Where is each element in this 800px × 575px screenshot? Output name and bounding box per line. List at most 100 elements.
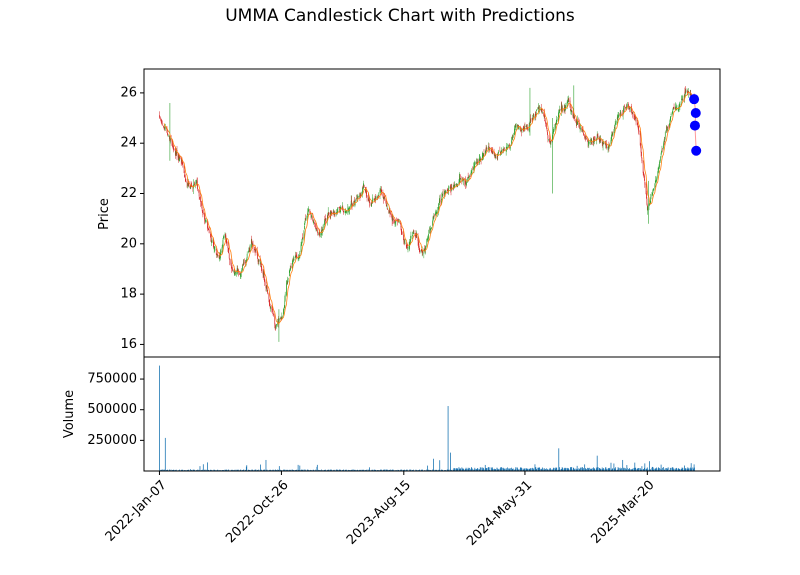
- candle-body: [617, 115, 619, 119]
- candle-body: [545, 121, 546, 124]
- volume-bar: [487, 467, 489, 471]
- candle-body: [380, 189, 381, 191]
- volume-bar: [192, 469, 194, 471]
- volume-bar: [193, 469, 195, 471]
- volume-bar: [192, 469, 194, 471]
- volume-bar: [365, 469, 367, 471]
- candle-body: [623, 108, 624, 114]
- volume-bar: [175, 469, 177, 471]
- candle-body: [352, 204, 353, 206]
- candle-body: [568, 98, 569, 102]
- volume-bar: [290, 469, 292, 471]
- volume-bar: [427, 465, 429, 471]
- volume-bar: [523, 468, 525, 471]
- candle-body: [300, 244, 302, 253]
- candle-body: [356, 198, 358, 199]
- candle-body: [450, 185, 451, 188]
- volume-bar: [441, 469, 443, 471]
- candle-body: [425, 246, 426, 250]
- candle-body: [606, 144, 607, 147]
- candle-body: [661, 149, 663, 150]
- volume-bar: [217, 469, 219, 471]
- candle-body: [253, 247, 255, 249]
- candle-body: [185, 181, 187, 182]
- candle-body: [412, 231, 414, 235]
- volume-bar: [530, 468, 532, 471]
- volume-bar: [237, 469, 238, 471]
- candle-body: [666, 126, 668, 129]
- volume-bar: [598, 468, 600, 471]
- candle-body: [498, 151, 499, 154]
- volume-bar: [375, 469, 376, 471]
- candle-body: [629, 106, 631, 110]
- volume-bar: [553, 468, 555, 471]
- candle-body: [383, 197, 385, 199]
- volume-bar: [526, 468, 528, 471]
- volume-bar: [354, 469, 356, 471]
- candle-body: [225, 240, 227, 241]
- volume-bar: [427, 469, 429, 471]
- candle-body: [198, 190, 200, 192]
- candle-body: [588, 142, 589, 144]
- candle-body: [357, 195, 359, 197]
- candle-body: [307, 211, 309, 216]
- candle-body: [246, 258, 248, 260]
- candle-body: [391, 215, 393, 221]
- volume-bar: [303, 469, 305, 471]
- volume-bar: [529, 468, 531, 471]
- candle-body: [368, 200, 370, 201]
- candle-body: [289, 268, 291, 270]
- volume-bar: [689, 467, 691, 471]
- volume-bar: [277, 469, 279, 471]
- candle-body: [239, 273, 241, 275]
- volume-bar: [310, 469, 312, 471]
- volume-bar: [593, 467, 594, 471]
- candle-body: [260, 262, 261, 264]
- candle-body: [319, 233, 321, 235]
- candle-body: [409, 243, 411, 245]
- volume-bar: [502, 467, 504, 471]
- candle-body: [678, 105, 680, 108]
- candle-body: [651, 192, 653, 195]
- volume-bar: [532, 467, 533, 471]
- candle-body: [640, 146, 641, 148]
- candle-body: [634, 115, 636, 120]
- volume-bar: [617, 467, 619, 471]
- volume-bar: [343, 469, 345, 471]
- candle-body: [618, 114, 619, 118]
- candle-body: [299, 255, 300, 257]
- candle-body: [528, 125, 530, 131]
- candle-body: [654, 181, 656, 183]
- volume-bar: [512, 468, 514, 471]
- candle-body: [228, 250, 230, 253]
- candle-body: [166, 128, 168, 133]
- candle-body: [649, 203, 650, 206]
- candle-body: [387, 208, 388, 210]
- volume-y-tick-label: 750000: [87, 372, 137, 387]
- candle-body: [474, 162, 476, 165]
- x-tick-label: 2024-May-31: [464, 478, 535, 549]
- candle-body: [329, 213, 331, 214]
- volume-bar: [600, 468, 602, 471]
- volume-bar: [556, 469, 558, 471]
- candle-body: [446, 189, 448, 191]
- volume-bar: [579, 469, 581, 471]
- volume-bar: [569, 469, 571, 471]
- candle-body: [530, 119, 531, 122]
- volume-bar: [688, 468, 690, 471]
- candle-body: [328, 212, 329, 215]
- volume-bar: [462, 469, 464, 471]
- candle-body: [362, 184, 364, 186]
- candle-body: [414, 233, 416, 235]
- candle-body: [338, 207, 340, 208]
- volume-bar: [590, 468, 592, 471]
- candle-body: [629, 107, 631, 109]
- candle-body: [360, 192, 362, 197]
- volume-bar: [625, 469, 627, 471]
- candle-body: [546, 130, 548, 131]
- candle-body: [626, 106, 627, 108]
- candle-body: [666, 126, 667, 132]
- volume-bar: [532, 469, 534, 471]
- candle-body: [248, 251, 249, 253]
- candle-body: [482, 155, 484, 157]
